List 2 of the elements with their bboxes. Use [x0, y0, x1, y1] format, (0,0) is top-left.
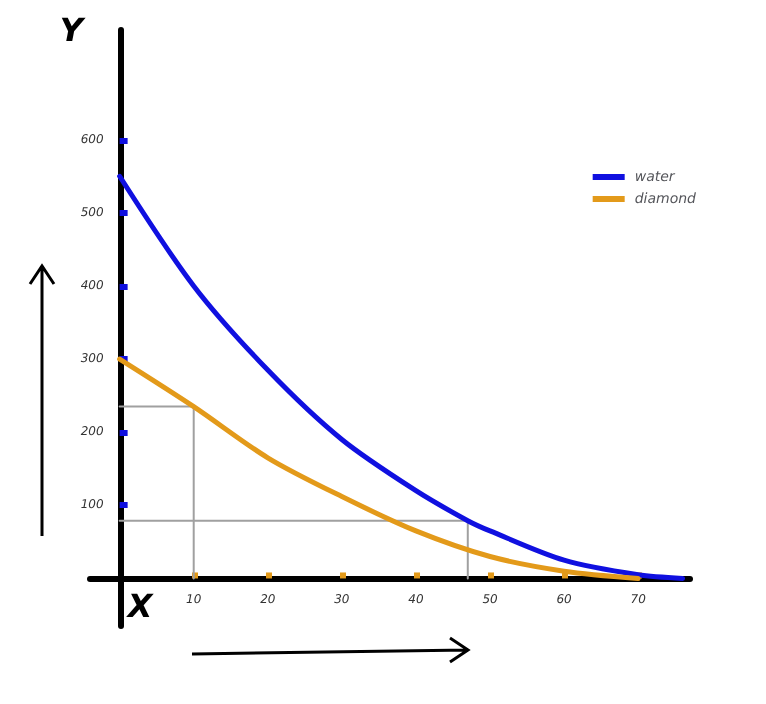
- x-axis-title: X: [125, 587, 154, 626]
- y-axis-title: Y: [59, 11, 86, 49]
